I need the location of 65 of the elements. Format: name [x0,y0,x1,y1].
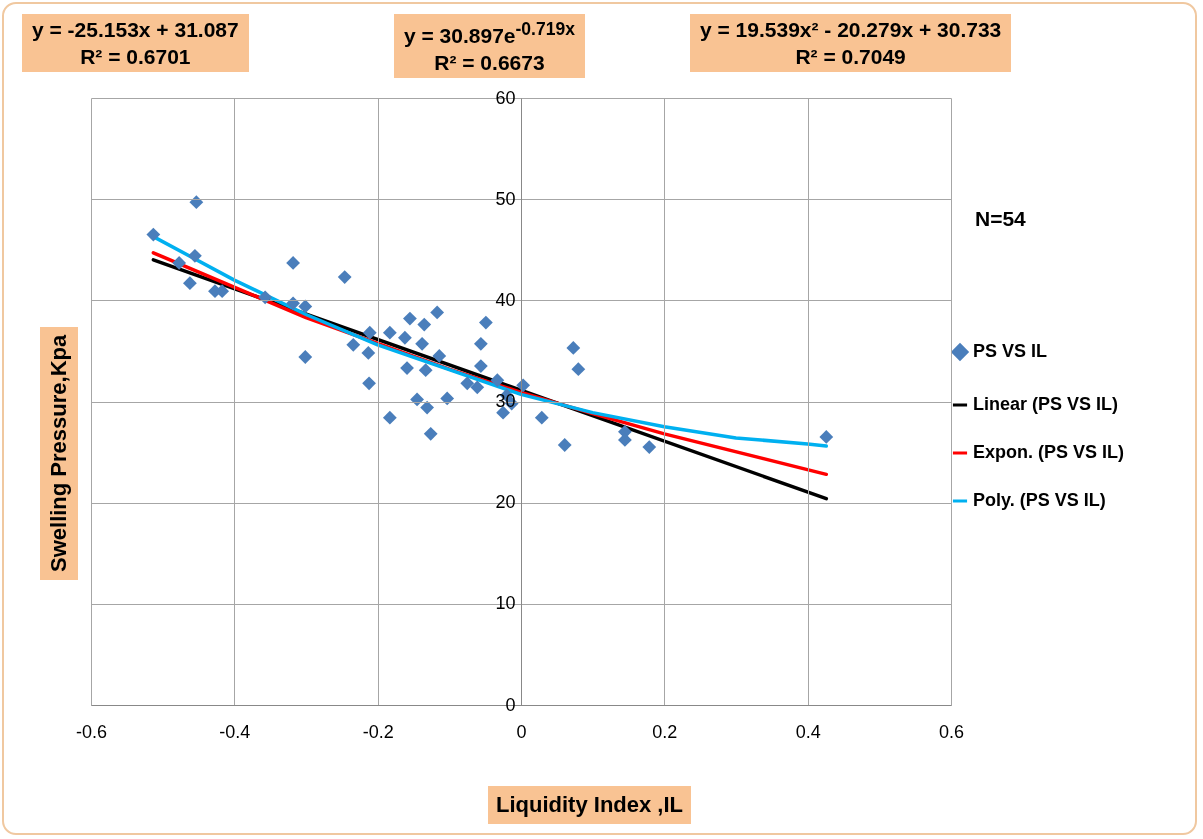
point [420,400,435,415]
point [516,378,531,393]
point [172,256,187,270]
point [642,440,657,454]
point [403,311,417,326]
y-axis-title: Swelling Pressure,Kpa [40,326,78,580]
point [430,305,445,320]
legend-label: Expon. (PS VS IL) [973,442,1125,462]
y-tick-label: 0 [505,694,516,715]
y-tick-label: 20 [495,492,516,513]
point [478,315,493,330]
x-tick-label: 0.4 [795,721,821,742]
point [400,361,414,376]
point [188,248,202,263]
text: y = -25.153x + 31.087 R² = 0.6701 [22,14,249,72]
y-tick-label: 60 [495,87,516,108]
y-tick-label: 30 [495,391,516,411]
point [346,337,361,352]
y-tick-label: 50 [495,188,516,209]
point [819,430,834,444]
legend-label: Linear (PS VS IL) [973,394,1119,414]
point [440,391,455,406]
point [566,340,581,355]
point [534,410,549,425]
point [473,336,488,351]
point [417,317,432,332]
point [183,276,197,291]
legend-label: Poly. (PS VS IL) [973,490,1106,510]
text: N=54 [975,206,1026,232]
point [473,359,488,373]
point [286,256,300,270]
y-tick-label: 40 [495,289,516,310]
x-tick-label: 0.6 [938,721,965,742]
point [557,438,572,452]
x-tick-label: -0.4 [219,721,251,742]
x-tick-label: -0.6 [75,721,108,742]
point [258,290,273,305]
point [490,373,505,388]
point [415,336,429,351]
text: y = 30.897e$^{-0.719x}$ R² = 0.6673 [394,14,585,78]
point [410,392,424,407]
point [362,325,377,340]
point [189,195,204,210]
point [382,325,397,340]
point [146,227,161,242]
x-axis-title: Liquidity Index ,IL [488,786,691,824]
point [361,346,376,360]
point [571,362,586,377]
point [382,410,397,425]
legend-label: PS VS IL [973,341,1048,361]
point [460,376,475,391]
point [298,350,313,364]
point [286,296,300,311]
x-tick-label: 0.2 [652,721,678,742]
point [362,376,376,391]
text: y = 19.539x² - 20.279x + 30.733 R² = 0.7049 [690,14,1012,72]
point [432,349,447,363]
point [418,363,433,378]
point [423,426,438,441]
point [398,330,412,345]
point [298,299,313,314]
point [337,270,352,284]
point [470,380,485,395]
y-tick-label: 10 [495,593,516,614]
x-tick-label: -0.2 [362,721,394,742]
